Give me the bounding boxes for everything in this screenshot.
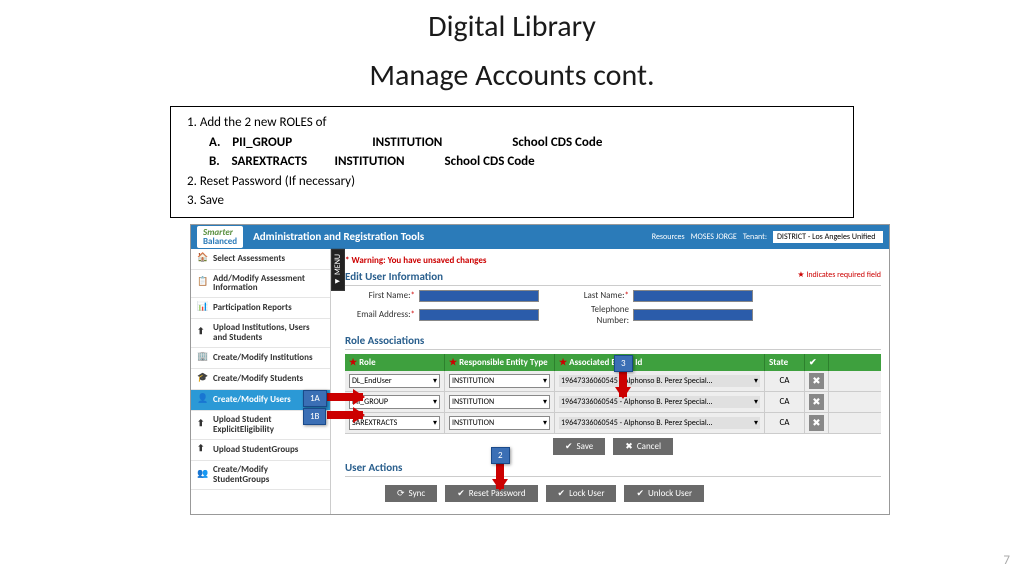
table-header: ★ Role ★ Responsible Entity Type ★ Assoc… bbox=[345, 354, 881, 371]
role-b-role: SAREXTRACTS bbox=[232, 152, 332, 172]
home-icon: 🏠 bbox=[197, 253, 209, 265]
nav-upload-groups[interactable]: ⬆Upload StudentGroups bbox=[191, 440, 330, 461]
email-input[interactable] bbox=[419, 309, 539, 321]
state-cell: CA bbox=[769, 375, 800, 386]
table-row: PII_GROUPINSTITUTION19647336060545 - Alp… bbox=[345, 392, 881, 413]
nav-create-institutions[interactable]: 🏢Create/Modify Institutions bbox=[191, 348, 330, 369]
unlock-user-button[interactable]: ✔ Unlock User bbox=[624, 485, 704, 502]
tenant-label: Tenant: bbox=[743, 232, 767, 242]
entity-type-select[interactable]: INSTITUTION bbox=[449, 395, 550, 409]
required-note: Indicates required field bbox=[797, 270, 881, 280]
lock-user-button[interactable]: ✔ Lock User bbox=[546, 485, 617, 502]
arrow-1a bbox=[327, 393, 363, 401]
callout-1b: 1B bbox=[303, 408, 326, 425]
role-a-role: PII_GROUP bbox=[232, 133, 372, 153]
label-phone: Telephone Number: bbox=[559, 304, 629, 326]
entity-id-select[interactable]: 19647336060545 - Alphonso B. Perez Speci… bbox=[559, 375, 760, 387]
user-name: MOSES JORGE bbox=[691, 232, 737, 242]
role-a-label: A. bbox=[209, 133, 220, 153]
logo: SmarterBalanced bbox=[197, 226, 243, 248]
state-cell: CA bbox=[769, 396, 800, 407]
instructions-box: Add the 2 new ROLES of A. PII_GROUPINSTI… bbox=[170, 106, 854, 218]
group-icon: 👥 bbox=[197, 469, 209, 481]
table-row: SAREXTRACTSINSTITUTION19647336060545 - A… bbox=[345, 413, 881, 434]
role-a-level: INSTITUTION bbox=[372, 133, 512, 153]
section-edit-user: Edit User InformationIndicates required … bbox=[345, 268, 881, 286]
instruction-2: Reset Password (If necessary) bbox=[187, 172, 841, 192]
arrow-3 bbox=[619, 371, 627, 397]
slide-title-1: Digital Library bbox=[0, 0, 1024, 49]
arrow-1b bbox=[327, 411, 363, 419]
building-icon: 🏢 bbox=[197, 352, 209, 364]
callout-3: 3 bbox=[614, 355, 633, 372]
role-select[interactable]: DL_EndUser bbox=[349, 374, 440, 388]
delete-row-button[interactable]: ✖ bbox=[809, 415, 824, 431]
nav-upload-institutions[interactable]: ⬆Upload Institutions, Users and Students bbox=[191, 319, 330, 348]
user-icon: 👤 bbox=[197, 394, 209, 406]
upload-icon: ⬆ bbox=[197, 444, 209, 456]
page-number: 7 bbox=[1003, 553, 1010, 568]
arrow-2 bbox=[496, 463, 504, 489]
app-window: SmarterBalanced Administration and Regis… bbox=[190, 224, 890, 515]
instruction-3: Save bbox=[187, 191, 841, 211]
edit-icon: 📋 bbox=[197, 277, 209, 289]
cancel-button[interactable]: ✖ Cancel bbox=[613, 438, 673, 455]
app-header: SmarterBalanced Administration and Regis… bbox=[191, 225, 889, 249]
menu-tab[interactable]: ◄ MENU bbox=[331, 249, 345, 291]
nav-select-assessments[interactable]: 🏠Select Assessments bbox=[191, 249, 330, 270]
entity-type-select[interactable]: INSTITUTION bbox=[449, 416, 550, 430]
callout-1a: 1A bbox=[303, 390, 327, 407]
label-last-name: Last Name:* bbox=[559, 290, 629, 301]
label-email: Email Address:* bbox=[345, 309, 415, 320]
sidebar: 🏠Select Assessments 📋Add/Modify Assessme… bbox=[191, 249, 331, 514]
sync-button[interactable]: ⟳ Sync bbox=[385, 485, 437, 502]
warning-text: * Warning: You have unsaved changes bbox=[345, 253, 881, 268]
delete-row-button[interactable]: ✖ bbox=[809, 373, 824, 389]
upload-icon: ⬆ bbox=[197, 419, 209, 431]
nav-add-modify-assessment[interactable]: 📋Add/Modify Assessment Information bbox=[191, 270, 330, 299]
student-icon: 🎓 bbox=[197, 373, 209, 385]
role-a-entity: School CDS Code bbox=[512, 133, 602, 153]
last-name-input[interactable] bbox=[633, 290, 753, 302]
role-b-label: B. bbox=[209, 152, 220, 172]
role-b-entity: School CDS Code bbox=[444, 152, 534, 172]
upload-icon: ⬆ bbox=[197, 327, 209, 339]
nav-create-groups[interactable]: 👥Create/Modify StudentGroups bbox=[191, 461, 330, 490]
chart-icon: 📊 bbox=[197, 302, 209, 314]
main-panel: * Warning: You have unsaved changes Edit… bbox=[331, 249, 889, 514]
section-user-actions: User Actions bbox=[345, 459, 881, 477]
instruction-1: Add the 2 new ROLES of bbox=[187, 113, 841, 133]
section-role-assoc: Role Associations bbox=[345, 332, 881, 350]
role-b-level: INSTITUTION bbox=[334, 152, 444, 172]
entity-id-select[interactable]: 19647336060545 - Alphonso B. Perez Speci… bbox=[559, 396, 760, 408]
nav-create-students[interactable]: 🎓Create/Modify Students bbox=[191, 369, 330, 390]
slide-title-2: Manage Accounts cont. bbox=[0, 49, 1024, 98]
first-name-input[interactable] bbox=[419, 290, 539, 302]
app-title: Administration and Registration Tools bbox=[253, 230, 652, 243]
save-button[interactable]: ✔ Save bbox=[553, 438, 605, 455]
resources-link[interactable]: Resources bbox=[652, 232, 685, 242]
tenant-select[interactable]: DISTRICT - Los Angeles Unified bbox=[773, 231, 883, 243]
entity-id-select[interactable]: 19647336060545 - Alphonso B. Perez Speci… bbox=[559, 417, 760, 429]
phone-input[interactable] bbox=[633, 309, 753, 321]
entity-type-select[interactable]: INSTITUTION bbox=[449, 374, 550, 388]
nav-participation-reports[interactable]: 📊Participation Reports bbox=[191, 298, 330, 319]
callout-2: 2 bbox=[491, 447, 510, 464]
label-first-name: First Name:* bbox=[345, 290, 415, 301]
table-row: DL_EndUser INSTITUTION 19647336060545 - Al… bbox=[345, 371, 881, 392]
state-cell: CA bbox=[769, 417, 800, 428]
delete-row-button[interactable]: ✖ bbox=[809, 394, 824, 410]
